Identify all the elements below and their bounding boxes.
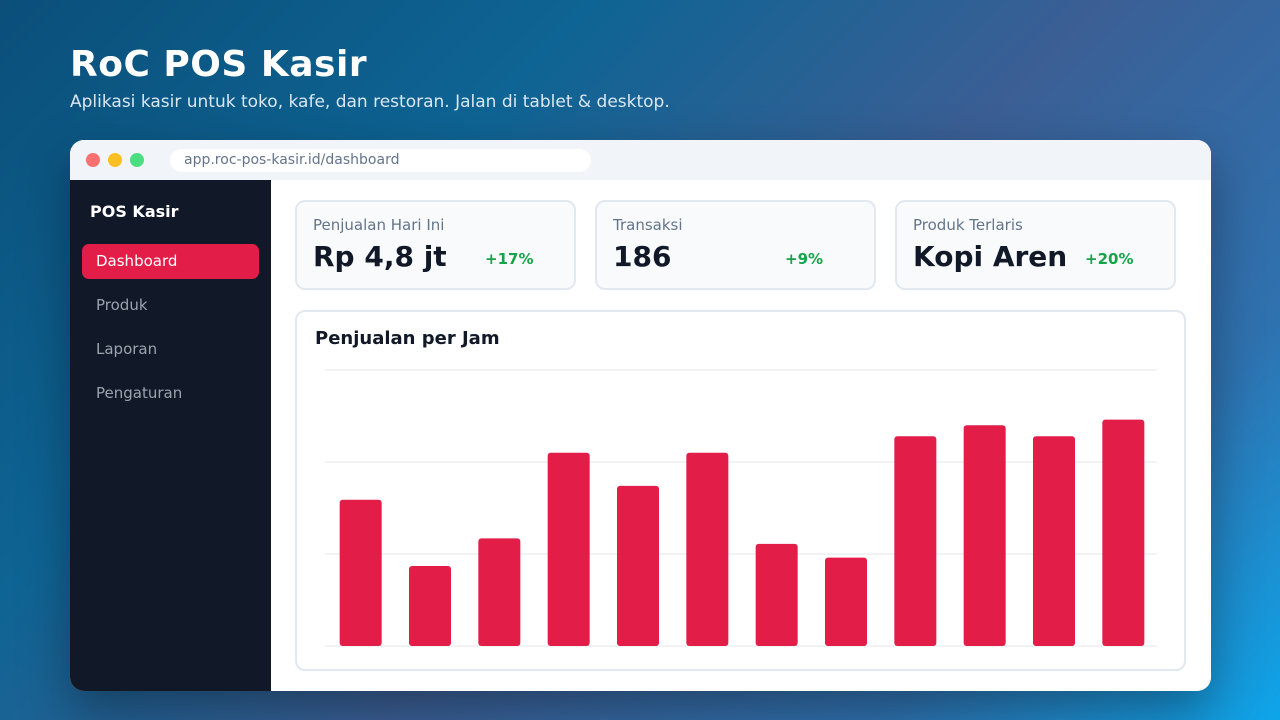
hero-subtitle: Aplikasi kasir untuk toko, kafe, dan res…: [70, 92, 670, 112]
browser-titlebar: app.roc-pos-kasir.id/dashboard: [70, 140, 1211, 180]
stat-label: Transaksi: [613, 216, 683, 234]
chart-bar-6: [686, 452, 729, 646]
url-bar[interactable]: app.roc-pos-kasir.id/dashboard: [170, 149, 591, 172]
stat-value: Kopi Aren: [913, 240, 1068, 273]
hero-title: RoC POS Kasir: [70, 44, 368, 85]
stat-value: 186: [613, 240, 672, 273]
chart-bar-9: [894, 436, 937, 646]
chart-bar-10: [963, 425, 1006, 646]
stat-value: Rp 4,8 jt: [313, 240, 447, 273]
stat-label: Produk Terlaris: [913, 216, 1023, 234]
sidebar-item-produk[interactable]: Produk: [96, 296, 148, 314]
stat-label: Penjualan Hari Ini: [313, 216, 445, 234]
sidebar: POS Kasir Dashboard Produk Laporan Penga…: [70, 180, 271, 691]
sidebar-item-laporan[interactable]: Laporan: [96, 340, 158, 358]
minimize-window-dot[interactable]: [108, 153, 122, 167]
main-content: Penjualan Hari Ini Rp 4,8 jt +17% Transa…: [271, 180, 1211, 691]
hourly-sales-chart: [325, 369, 1157, 647]
chart-bar-1: [339, 499, 382, 646]
sidebar-item-pengaturan[interactable]: Pengaturan: [96, 384, 183, 402]
chart-title: Penjualan per Jam: [315, 328, 500, 349]
stat-delta-badge: +20%: [1085, 250, 1134, 268]
chart-bar-5: [617, 485, 659, 646]
stat-card-sales-today: Penjualan Hari Ini Rp 4,8 jt +17%: [295, 200, 576, 290]
chart-bar-8: [825, 557, 867, 646]
chart-bar-11: [1033, 436, 1075, 646]
chart-bar-7: [755, 543, 798, 646]
chart-bar-2: [409, 565, 451, 646]
stat-delta-badge: +17%: [485, 250, 534, 268]
sidebar-item-dashboard[interactable]: Dashboard: [82, 244, 259, 279]
chart-bar-12: [1102, 419, 1145, 646]
maximize-window-dot[interactable]: [130, 153, 144, 167]
stat-card-top-product: Produk Terlaris Kopi Aren +20%: [895, 200, 1176, 290]
stat-delta-badge: +9%: [785, 250, 824, 268]
hourly-sales-chart-card: Penjualan per Jam: [295, 310, 1186, 671]
stat-card-transactions: Transaksi 186 +9%: [595, 200, 876, 290]
sidebar-brand: POS Kasir: [90, 202, 179, 221]
chart-bar-4: [547, 452, 590, 646]
close-window-dot[interactable]: [86, 153, 100, 167]
chart-bar-3: [478, 538, 521, 646]
app-window: app.roc-pos-kasir.id/dashboard POS Kasir…: [70, 140, 1211, 691]
